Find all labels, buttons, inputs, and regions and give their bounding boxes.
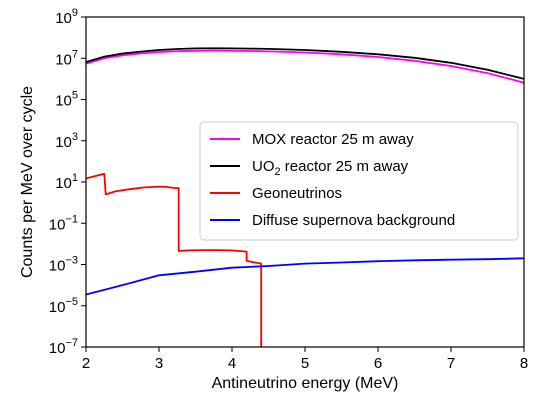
legend: MOX reactor 25 m away UO2 reactor 25 m aw… (199, 121, 519, 241)
y-axis-label: Counts per MeV over cycle (19, 86, 36, 278)
y-tick-label: 101 (55, 172, 78, 192)
x-tick-label: 5 (301, 355, 309, 372)
legend-label-3: Diffuse supernova background (252, 212, 455, 229)
legend-box (199, 121, 519, 241)
y-tick-label: 107 (55, 48, 78, 68)
series-line-1 (86, 47, 524, 80)
x-tick-label: 4 (228, 355, 236, 372)
x-tick-label: 7 (447, 355, 455, 372)
series-line-0 (86, 49, 524, 84)
series-line-3 (86, 257, 524, 296)
series-line-2 (86, 172, 263, 347)
y-tick-label: 10−7 (49, 337, 78, 357)
y-tick-label: 105 (55, 90, 78, 110)
y-tick-label: 10−1 (49, 213, 78, 233)
axis-ticks: 2 3 4 5 6 7 8 10−7 10−5 10−3 10−1 101 103 105 107 109 (49, 7, 528, 372)
legend-label-0: MOX reactor 25 m away (252, 131, 414, 148)
x-tick-label: 6 (374, 355, 382, 372)
x-tick-label: 8 (520, 355, 528, 372)
legend-label-1: UO2 reactor 25 m away (252, 158, 409, 178)
x-tick-label: 3 (155, 355, 163, 372)
x-tick-label: 2 (82, 355, 90, 372)
series-layer (86, 47, 524, 347)
legend-label-2: Geoneutrinos (252, 185, 342, 202)
x-axis-label: Antineutrino energy (MeV) (212, 375, 399, 392)
y-tick-label: 103 (55, 131, 78, 151)
y-tick-label: 10−5 (49, 296, 78, 316)
y-tick-label: 109 (55, 7, 78, 27)
y-tick-label: 10−3 (49, 255, 78, 275)
